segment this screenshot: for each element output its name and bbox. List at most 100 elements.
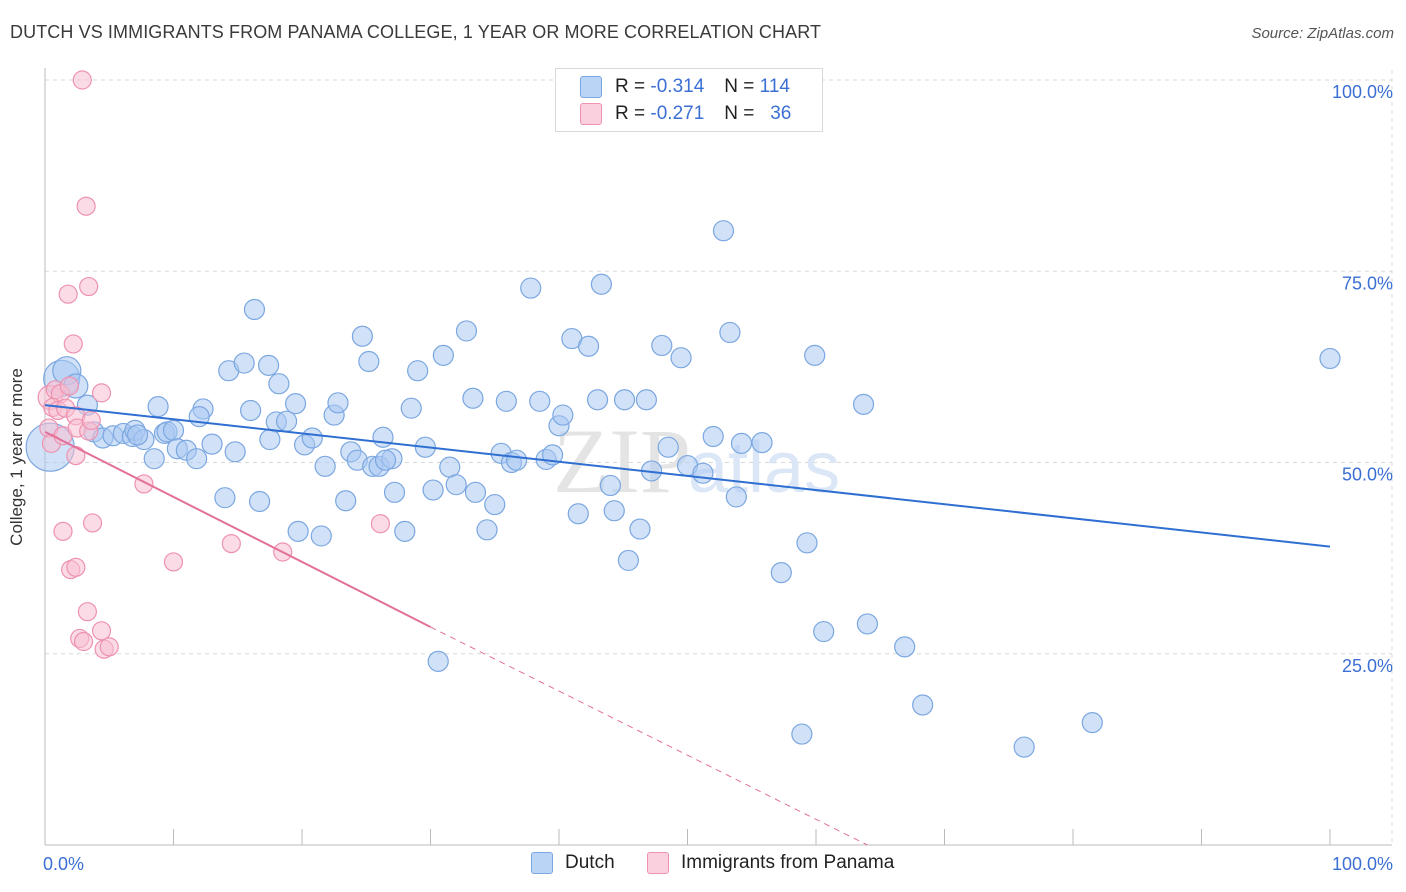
dutch-point <box>464 481 487 503</box>
dutch-point <box>702 425 724 448</box>
dutch-point <box>791 723 813 745</box>
dutch-point <box>505 449 528 471</box>
legend-r-label: R = <box>615 103 646 124</box>
legend-item-label: Dutch <box>565 852 615 873</box>
legend-row-panama: R = -0.271 N = 36 <box>580 101 791 127</box>
panama-point <box>77 602 98 622</box>
panama-swatch <box>580 103 602 125</box>
dutch-point <box>301 427 323 449</box>
panama-point <box>53 521 73 541</box>
dutch-point <box>894 636 916 658</box>
dutch-point <box>670 347 692 369</box>
legend-n-value: 114 <box>759 76 790 97</box>
panama-trend-line <box>44 431 431 628</box>
dutch-point <box>1013 736 1035 758</box>
dutch-point <box>617 549 639 572</box>
dutch-point <box>351 325 373 347</box>
panama-point <box>99 637 119 657</box>
panama-legend-swatch <box>647 852 669 874</box>
chart-source: Source: ZipAtlas.com <box>1251 25 1394 42</box>
dutch-point <box>233 352 255 374</box>
dutch-point <box>603 500 625 522</box>
dutch-point <box>590 273 613 295</box>
dutch-point <box>495 390 517 412</box>
panama-point <box>81 410 101 431</box>
panama-point <box>370 514 390 534</box>
panama-point <box>82 513 103 533</box>
dutch-point <box>529 390 551 412</box>
trend-lines <box>44 404 1331 846</box>
y-tick-label: 25.0% <box>1342 656 1393 676</box>
y-axis-label: College, 1 year or more <box>7 368 26 546</box>
dutch-point <box>552 404 574 426</box>
dutch-point <box>751 432 773 454</box>
dutch-point <box>259 428 281 451</box>
panama-point <box>58 284 78 304</box>
dutch-point <box>577 335 600 357</box>
dutch-point <box>201 433 223 455</box>
y-tick-label: 100.0% <box>1332 82 1393 102</box>
panama-point <box>59 376 80 396</box>
legend-n-value: 36 <box>770 103 792 124</box>
dutch-point <box>770 562 792 584</box>
tick-labels: 25.0% 50.0% 75.0% 100.0% 0.0% 100.0% <box>43 82 1393 874</box>
grid-lines <box>45 70 1393 845</box>
dutch-point <box>725 486 747 508</box>
dutch-point <box>651 334 673 357</box>
dutch-point <box>287 520 309 542</box>
dutch-point <box>804 344 826 366</box>
panama-point <box>76 196 96 216</box>
dutch-series <box>25 220 1341 758</box>
panama-point <box>91 621 112 641</box>
dutch-point <box>445 474 467 496</box>
dutch-point <box>224 441 246 463</box>
dutch-point <box>629 518 651 540</box>
dutch-point <box>314 455 336 477</box>
dutch-point <box>427 650 449 673</box>
panama-trend-extension <box>430 626 868 846</box>
panama-point <box>134 474 154 494</box>
watermark-zip: ZIP <box>553 410 691 512</box>
dutch-point <box>712 220 735 242</box>
legend-n-label: N = <box>724 103 755 124</box>
dutch-point <box>657 436 679 458</box>
dutch-point <box>310 525 332 547</box>
dutch-point <box>147 396 169 418</box>
panama-point <box>79 276 99 297</box>
panama-point <box>66 557 86 577</box>
dutch-point <box>284 392 307 415</box>
dutch-point <box>1081 711 1103 734</box>
dutch-point <box>692 462 714 484</box>
dutch-point <box>455 320 478 342</box>
dutch-point <box>912 694 934 716</box>
dutch-point <box>730 432 753 454</box>
dutch-point <box>383 481 406 503</box>
panama-point <box>72 70 92 90</box>
dutch-point <box>143 448 165 470</box>
dutch-point <box>374 449 397 471</box>
legend-item-panama[interactable]: Immigrants from Panama <box>647 852 894 874</box>
dutch-point <box>462 387 484 409</box>
dutch-point <box>327 392 349 414</box>
legend-item-dutch[interactable]: Dutch <box>531 852 615 874</box>
dutch-point <box>335 490 357 512</box>
dutch-point <box>813 620 835 643</box>
dutch-point <box>394 520 416 542</box>
dutch-point <box>586 389 609 411</box>
legend-r-value: -0.314 <box>650 76 705 97</box>
dutch-point <box>719 321 741 344</box>
chart-title: DUTCH VS IMMIGRANTS FROM PANAMA COLLEGE,… <box>10 22 822 42</box>
y-tick-label: 75.0% <box>1342 273 1393 293</box>
dutch-point <box>856 613 879 635</box>
y-tick-label: 50.0% <box>1342 465 1393 485</box>
panama-point <box>66 446 86 466</box>
dutch-point <box>214 487 236 509</box>
dutch-point <box>240 399 262 422</box>
legend-row-dutch: R = -0.314 N = 114 <box>580 74 790 100</box>
panama-point <box>73 631 94 652</box>
dutch-point <box>422 479 444 501</box>
dutch-point <box>243 298 266 321</box>
dutch-point <box>400 397 422 419</box>
legend-r-label: R = <box>615 76 646 97</box>
